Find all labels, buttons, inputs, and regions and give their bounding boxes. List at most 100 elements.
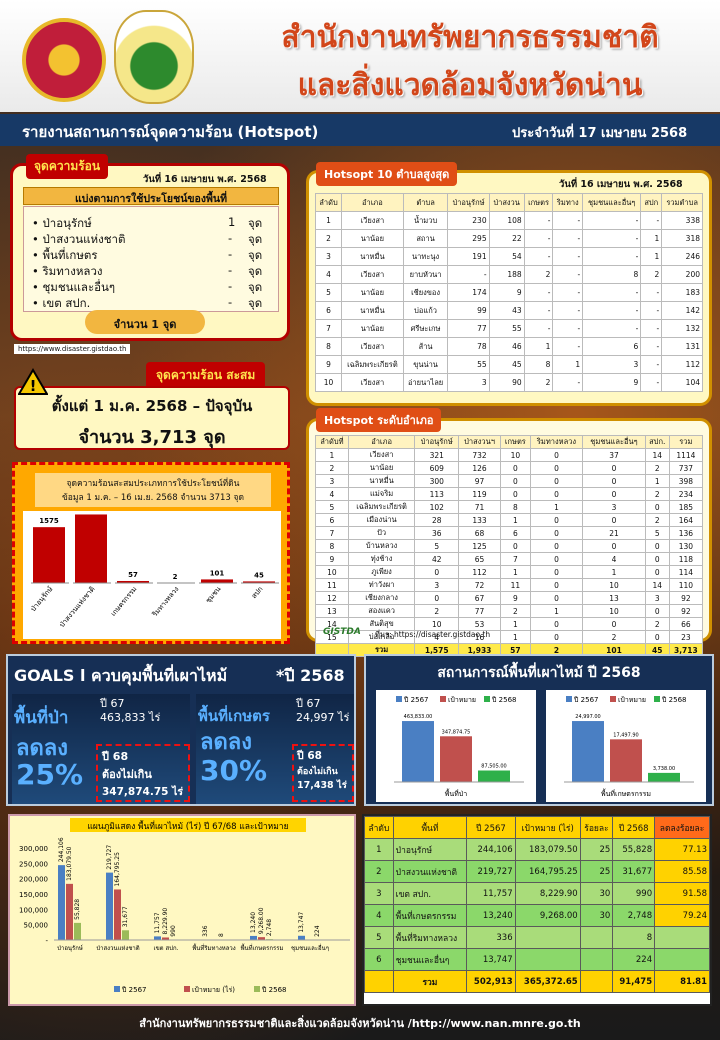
goal-cell: 219,727 — [466, 860, 516, 883]
top10-panel: วันที่ 16 เมษายน พ.ศ. 2568 ลำดับ อำเภอ ตำบ… — [306, 170, 712, 406]
landuse-name: • พื้นที่เกษตร — [32, 248, 98, 262]
amphoe-cell: 1 — [500, 617, 531, 631]
top10-cell: 2 — [640, 265, 663, 284]
amphoe-cell: 0 — [582, 513, 646, 527]
goal-cell: ป่าสงวนแห่งชาติ — [392, 860, 468, 883]
landuse-unit: จุด — [248, 248, 263, 262]
cum-tick-label: ชุมชน — [204, 585, 222, 605]
amphoe-cell: 1 — [315, 448, 349, 462]
top10-cell: - — [582, 319, 642, 338]
amphoe-row: 5 เฉลิมพระเกียรติ 102 71 8 1 3 0 185 — [315, 500, 704, 514]
amphoe-cell: ภูเพียง — [347, 565, 416, 579]
legend-label: ปี 2568 — [662, 696, 687, 704]
amphoe-cell: 10 — [582, 604, 646, 618]
top10-cell: 1 — [640, 247, 663, 266]
cumulative-period: ตั้งแต่ 1 ม.ค. 2568 – ปัจจุบัน — [51, 397, 253, 415]
cum-bar-label: 1575 — [39, 517, 59, 525]
goal-header-cell: ปี 2568 — [612, 816, 656, 839]
goal-row: 4 พื้นที่เกษตรกรรม 13,240 9,268.00 30 2,748 79… — [364, 904, 710, 927]
burn-bar — [440, 736, 472, 782]
amphoe-cell: 1 — [529, 604, 584, 618]
goal-cell: 25 — [579, 838, 614, 861]
amphoe-cell: 2 — [644, 461, 670, 475]
top10-header-row: ลำดับ อำเภอ ตำบล ป่าอนุรักษ์ ป่าสงวน เกษตร ริม… — [314, 193, 703, 212]
goal-row: 5 พื้นที่ริมทางหลวง 336 8 — [364, 926, 710, 949]
top10-header-cell: อำเภอ — [341, 193, 404, 212]
landuse-unit: จุด — [248, 232, 263, 246]
amphoe-cell: 1 — [529, 500, 584, 514]
top10-cell: เวียงสา — [341, 337, 404, 356]
top10-header-cell: สปก — [640, 193, 663, 212]
svg-text:!: ! — [30, 377, 37, 395]
amphoe-cell: 11 — [500, 578, 531, 592]
title-line2: และสิ่งแวดล้อมจังหวัดน่าน — [297, 68, 643, 103]
goal-cell: 9,268.00 — [514, 904, 581, 927]
bottom-legend-label: ปี 2567 — [122, 986, 147, 994]
goal-header-cell: ลดลงร้อยละ — [654, 816, 710, 839]
burn-panel: สถานการณ์พื้นที่เผาไหม้ ปี 2568 ปี 2567 เ… — [364, 654, 714, 806]
top10-row: 8 เวียงสา ส้าน 78 46 1-6-131 — [314, 337, 703, 356]
amphoe-cell: 5 — [315, 500, 349, 514]
cumulative-chart-area: 1575 ป่าอนุรักษ์ 1933 ป่าสงวนแห่งชาติ 57 เกษต… — [23, 504, 281, 639]
amphoe-tag: Hotspot ระดับอำเภอ — [316, 408, 442, 432]
amphoe-cell: 0 — [529, 448, 584, 462]
top10-cell: เวียงสา — [341, 373, 404, 392]
amphoe-cell: นาน้อย — [347, 461, 416, 475]
bottom-bar-label: 219,727 — [106, 845, 113, 870]
top10-cell: 191 — [447, 247, 490, 266]
amphoe-cell: 1114 — [668, 448, 704, 462]
top10-cell: 200 — [661, 265, 703, 284]
top10-cell: เชียงของ — [402, 283, 449, 302]
amphoe-cell: 2 — [315, 461, 349, 475]
top10-cell: ยาบหัวนา — [402, 265, 449, 284]
top10-cell: - — [523, 211, 554, 230]
goal-cell: 30 — [579, 904, 614, 927]
amphoe-cell: 136 — [668, 526, 704, 540]
burn-title: สถานการณ์พื้นที่เผาไหม้ ปี 2568 — [437, 665, 641, 681]
report-title: รายงานสถานการณ์จุดความร้อน (Hotspot) — [22, 123, 319, 141]
bottom-legend-swatch — [114, 986, 120, 992]
amphoe-cell: 3 — [582, 500, 646, 514]
amphoe-row: 13 สองแคว 2 77 2 1 10 0 92 — [315, 604, 704, 618]
goal-forest-label: พื้นที่ป่า — [14, 708, 69, 728]
amphoe-cell: 71 — [458, 500, 501, 514]
top10-cell: 1 — [552, 355, 584, 374]
bottom-bar — [154, 936, 161, 940]
top10-cell: - — [582, 301, 642, 320]
bottom-bar — [114, 889, 121, 940]
bottom-bar-label: 8 — [218, 933, 225, 937]
cum-tick-label: ป่าอนุรักษ์ — [29, 585, 55, 613]
amphoe-cell: 126 — [458, 461, 501, 475]
bottom-bar — [66, 883, 73, 940]
top10-header-cell: ป่าสงวน — [488, 193, 525, 212]
y-tick-label: 50,000 — [24, 922, 49, 930]
goal-cell: 164,795.25 — [514, 860, 581, 883]
cumulative-bar-chart: 1575 ป่าอนุรักษ์ 1933 ป่าสงวนแห่งชาติ 57 เกษต… — [29, 504, 279, 629]
top10-cell: 230 — [447, 211, 490, 230]
amphoe-row: 11 ท่าวังผา 3 72 11 0 10 14 110 — [315, 578, 704, 592]
top10-cell: - — [552, 265, 584, 284]
top10-header-cell: ลำดับ — [314, 193, 343, 212]
top10-cell: นาน้อย — [341, 319, 404, 338]
amphoe-header-cell: เกษตร — [500, 435, 531, 449]
top10-row: 7 นาน้อย ศรีษะเกษ 77 55- - - -132 — [314, 319, 703, 338]
goal-cell: 224 — [612, 948, 656, 971]
amphoe-cell: 0 — [644, 500, 670, 514]
amphoe-cell: 0 — [644, 539, 670, 553]
goal-agri-y67: ปี 67 — [296, 697, 321, 710]
amphoe-cell: 0 — [500, 474, 531, 488]
amphoe-cell: 0 — [582, 461, 646, 475]
goal-total-cell — [579, 970, 614, 993]
amphoe-cell: 1 — [644, 474, 670, 488]
bottom-bar — [258, 937, 265, 940]
amphoe-cell: 164 — [668, 513, 704, 527]
amphoe-header-cell: ชุมชนและอื่นๆ — [582, 435, 646, 449]
goal-cell: 5 — [364, 926, 394, 949]
top10-cell: บ่อแก้ว — [402, 301, 449, 320]
amphoe-cell: 8 — [500, 500, 531, 514]
bottom-title-bg — [70, 818, 306, 832]
bottom-bar-label: 31,677 — [122, 906, 129, 927]
amphoe-cell: 6 — [315, 513, 349, 527]
top10-cell: - — [523, 229, 554, 248]
top10-cell: 108 — [488, 211, 525, 230]
